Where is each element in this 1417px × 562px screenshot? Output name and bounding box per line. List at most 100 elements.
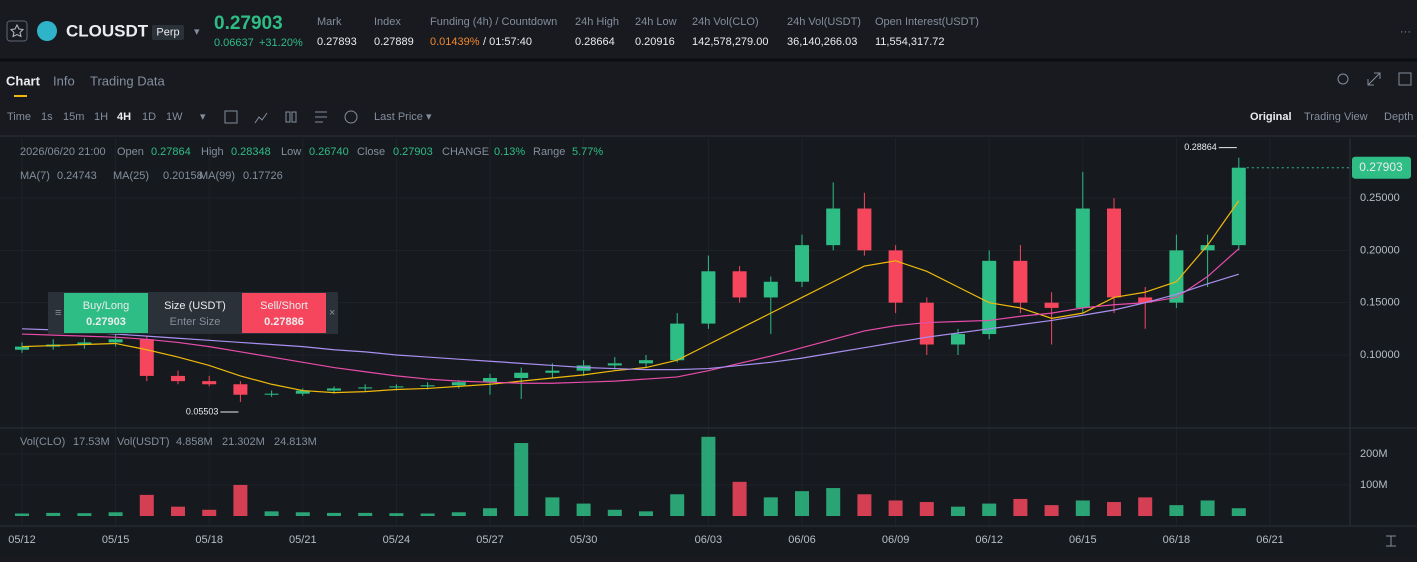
- price-type[interactable]: Last Price: [374, 111, 423, 123]
- candle-body: [327, 388, 341, 391]
- candle-body: [888, 250, 903, 303]
- volume-bar: [295, 512, 310, 516]
- volume-bar: [1044, 505, 1059, 516]
- interval[interactable]: 4H: [117, 111, 131, 123]
- volume-legend: 24.813M: [274, 436, 317, 448]
- tab[interactable]: Chart: [6, 73, 41, 88]
- scale-icon[interactable]: [1386, 535, 1396, 547]
- tool-icon[interactable]: [224, 110, 238, 124]
- candle-body: [1200, 245, 1215, 251]
- volume-bar: [420, 513, 435, 516]
- stat-label: Index: [374, 16, 401, 28]
- volume-bar: [1200, 500, 1215, 516]
- candle-body: [826, 208, 841, 246]
- info-label: CHANGE: [442, 146, 489, 158]
- info-label: Low: [281, 146, 301, 158]
- view-tab[interactable]: Trading View: [1304, 111, 1368, 123]
- y-tick-label: 100M: [1360, 479, 1388, 491]
- close-widget[interactable]: ×: [329, 307, 335, 319]
- favorite-button[interactable]: [6, 20, 28, 42]
- stat-value: 36,140,266.03: [787, 36, 857, 48]
- tab[interactable]: Info: [53, 73, 75, 88]
- ma-value: 0.17726: [243, 170, 283, 182]
- volume-bar: [451, 512, 466, 516]
- ma-line: [21, 248, 1240, 384]
- candle-body: [389, 386, 404, 388]
- tool-icon[interactable]: [285, 111, 291, 123]
- stats: Mark 0.27893 Index 0.27889 Funding (4h) / Co…: [317, 16, 979, 48]
- alert-icon[interactable]: [1337, 73, 1349, 85]
- last-price-label: 0.27903: [1359, 160, 1403, 174]
- stat-value: 11,554,317.72: [875, 36, 945, 48]
- layout-icon[interactable]: [1398, 72, 1412, 86]
- volume-bar: [701, 436, 716, 516]
- volume-bar: [1107, 502, 1121, 516]
- volume-bar: [46, 512, 61, 516]
- tool-icon[interactable]: [344, 110, 358, 124]
- tool-icon[interactable]: [291, 111, 297, 123]
- size-input[interactable]: Enter Size: [170, 316, 221, 328]
- volume-bar: [763, 497, 778, 516]
- interval[interactable]: 1s: [41, 111, 53, 123]
- volume-bar: [139, 494, 154, 516]
- volume-bar: [514, 443, 529, 516]
- volume-bar: [483, 508, 497, 516]
- y-tick-label: 200M: [1360, 448, 1388, 460]
- interval[interactable]: 1H: [94, 111, 108, 123]
- stat-value: 0.20916: [635, 36, 675, 48]
- annotation: 0.05503: [186, 406, 219, 416]
- x-tick-label: 05/18: [195, 534, 223, 546]
- candle-body: [15, 346, 29, 350]
- candle-body: [483, 377, 497, 383]
- volume-legend: 17.53M: [73, 436, 110, 448]
- candle-body: [420, 385, 435, 387]
- candle-body: [701, 271, 716, 324]
- stat-countdown: / 01:57:40: [483, 36, 532, 48]
- interval-dropdown[interactable]: ▾: [200, 111, 206, 123]
- symbol[interactable]: CLOUSDT: [66, 21, 149, 40]
- symbol-dropdown[interactable]: ▾: [194, 26, 200, 38]
- candle-body: [1138, 297, 1153, 303]
- candle-body: [545, 370, 560, 373]
- volume-bar: [888, 500, 903, 516]
- tab[interactable]: Trading Data: [90, 73, 165, 88]
- volume-bar: [857, 494, 872, 516]
- volume-bar: [233, 484, 248, 516]
- candle-body: [233, 384, 248, 395]
- volume-bar: [1169, 505, 1184, 516]
- sell-price: 0.27886: [264, 316, 304, 328]
- volume-legend: Vol(USDT): [117, 436, 170, 448]
- star-icon: [9, 23, 25, 38]
- toolbar: Time 1s 15m 1H 4H 1D 1W: [7, 111, 183, 123]
- volume-bar: [1013, 498, 1028, 516]
- volume-bar: [576, 503, 591, 516]
- candle-body: [1169, 250, 1184, 303]
- buy-button[interactable]: [64, 293, 148, 333]
- candle-body: [139, 339, 154, 376]
- more-button[interactable]: ···: [1400, 26, 1411, 38]
- interval[interactable]: 1W: [166, 111, 183, 123]
- tool-icon[interactable]: [254, 112, 268, 124]
- grip[interactable]: ≡: [55, 307, 61, 319]
- candle-body: [1107, 208, 1121, 298]
- x-tick-label: 05/15: [102, 534, 130, 546]
- sell-label: Sell/Short: [260, 300, 308, 312]
- sell-button[interactable]: [242, 293, 326, 333]
- view-tab[interactable]: Original: [1250, 111, 1292, 123]
- tool-icon[interactable]: [315, 111, 327, 123]
- change: 0.06637: [214, 37, 254, 49]
- expand-icon[interactable]: [1367, 72, 1381, 86]
- price-type-dropdown[interactable]: ▾: [426, 111, 432, 123]
- interval[interactable]: 15m: [63, 111, 84, 123]
- volume-bar: [732, 481, 747, 516]
- interval[interactable]: 1D: [142, 111, 156, 123]
- ma-name: MA(7): [20, 170, 50, 182]
- candle-body: [1044, 302, 1059, 308]
- size-label: Size (USDT): [164, 300, 226, 312]
- ma-value: 0.24743: [57, 170, 97, 182]
- view-tab[interactable]: Depth: [1384, 111, 1413, 123]
- candle-body: [919, 302, 934, 345]
- stat-label: 24h Low: [635, 16, 677, 28]
- coin-logo: [37, 21, 57, 41]
